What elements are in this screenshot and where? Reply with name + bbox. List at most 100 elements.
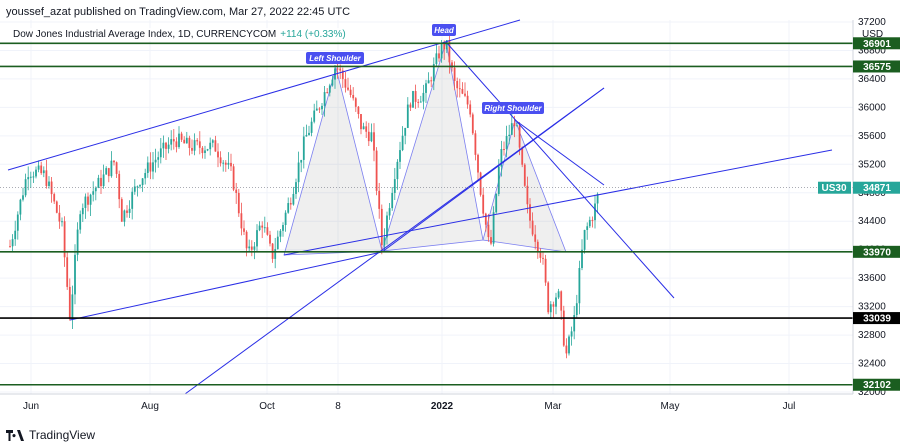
candle-body bbox=[331, 79, 334, 86]
candle-body bbox=[204, 150, 206, 154]
candle-body bbox=[347, 87, 349, 90]
symbol-tag: US30 bbox=[821, 183, 846, 194]
level-label-bg bbox=[853, 245, 900, 258]
candle-body bbox=[53, 194, 56, 202]
candle-body bbox=[185, 137, 188, 144]
candle-body bbox=[240, 213, 243, 229]
pattern-annotations: Left Shoulder Head Right Shoulder bbox=[306, 24, 544, 114]
candle-body bbox=[193, 140, 196, 151]
candle-body bbox=[539, 251, 542, 258]
price-tick: 37200 bbox=[858, 17, 886, 28]
candle-body bbox=[159, 148, 162, 158]
candle-body bbox=[245, 231, 248, 249]
candle-body bbox=[367, 131, 370, 142]
candle-body bbox=[578, 268, 581, 304]
candle-body bbox=[521, 147, 524, 165]
candle-body bbox=[308, 132, 310, 135]
time-axis[interactable]: Jun Aug Oct 8 2022 Mar May Jul bbox=[23, 401, 795, 412]
candle-body bbox=[456, 80, 459, 89]
candle-body bbox=[531, 220, 534, 235]
candle-body bbox=[560, 291, 563, 311]
candle-body bbox=[474, 133, 477, 155]
candle-body bbox=[250, 246, 253, 250]
candle-body bbox=[235, 189, 238, 193]
candle-body bbox=[508, 134, 511, 137]
candle-body bbox=[328, 85, 331, 93]
candle-body bbox=[126, 210, 128, 213]
candle-body bbox=[206, 149, 209, 151]
candle-body bbox=[466, 95, 469, 105]
candle-body bbox=[549, 304, 552, 313]
candle-body bbox=[141, 178, 144, 186]
candle-body bbox=[48, 181, 50, 186]
candle-body bbox=[180, 133, 183, 140]
candle-body bbox=[81, 207, 84, 215]
candle-body bbox=[258, 225, 261, 231]
candle-body bbox=[300, 159, 303, 163]
candle-body bbox=[440, 43, 443, 59]
candle-body bbox=[131, 191, 134, 209]
candle-body bbox=[547, 282, 550, 313]
candle-body bbox=[16, 214, 19, 231]
time-tick: Jun bbox=[23, 401, 39, 412]
candle-body bbox=[66, 257, 69, 287]
candle-body bbox=[188, 137, 191, 148]
level-label-bg bbox=[853, 37, 900, 50]
symbol-title: Dow Jones Industrial Average Index, 1D, … bbox=[13, 29, 277, 40]
candle-body bbox=[105, 168, 108, 175]
tradingview-footer[interactable]: TradingView bbox=[6, 428, 95, 442]
candle-body bbox=[500, 149, 503, 167]
candle-body bbox=[35, 169, 37, 177]
candle-body bbox=[284, 212, 287, 226]
head-down-line bbox=[445, 41, 675, 299]
candle-body bbox=[279, 230, 282, 237]
candle-body bbox=[24, 179, 27, 196]
right-shoulder-tag: Right Shoulder bbox=[484, 104, 542, 113]
candle-body bbox=[570, 331, 573, 337]
candle-body bbox=[490, 237, 492, 244]
candle-body bbox=[575, 303, 578, 316]
candle-body bbox=[214, 140, 217, 152]
candle-body bbox=[427, 80, 430, 84]
pattern-triangle bbox=[381, 41, 484, 252]
candle-body bbox=[61, 221, 63, 223]
candle-body bbox=[243, 228, 245, 232]
candle-body bbox=[136, 186, 139, 188]
candle-body bbox=[123, 210, 126, 222]
candle-body bbox=[344, 79, 347, 88]
time-tick: 2022 bbox=[431, 401, 454, 412]
candle-body bbox=[352, 94, 355, 99]
candle-body bbox=[230, 162, 232, 167]
candle-body bbox=[552, 304, 555, 307]
candle-body bbox=[409, 104, 412, 108]
candle-body bbox=[76, 229, 79, 255]
candle-body bbox=[375, 150, 378, 191]
candle-body bbox=[461, 88, 464, 94]
candle-body bbox=[518, 125, 521, 148]
candle-body bbox=[568, 336, 570, 354]
candle-body bbox=[183, 139, 186, 144]
candle-body bbox=[248, 246, 251, 249]
price-tick: 36000 bbox=[858, 102, 886, 113]
candle-body bbox=[79, 214, 82, 230]
time-tick: Jul bbox=[783, 401, 796, 412]
candle-body bbox=[414, 91, 417, 102]
price-axis-unit: USD bbox=[862, 29, 883, 40]
candle-body bbox=[27, 177, 30, 180]
candle-body bbox=[536, 241, 539, 252]
candle-body bbox=[586, 226, 589, 230]
head-tag-bg bbox=[432, 24, 456, 36]
candle-body bbox=[315, 108, 318, 111]
candle-body bbox=[313, 110, 316, 122]
candle-body bbox=[596, 193, 599, 204]
candle-body bbox=[217, 151, 219, 158]
candle-body bbox=[178, 133, 180, 148]
candle-body bbox=[227, 162, 230, 165]
symbol-tag-bg bbox=[818, 181, 851, 194]
candle-body bbox=[516, 125, 518, 127]
level-label-bg bbox=[853, 378, 900, 391]
candle-body bbox=[482, 194, 485, 214]
candle-body bbox=[100, 177, 102, 187]
candle-body bbox=[464, 93, 466, 96]
